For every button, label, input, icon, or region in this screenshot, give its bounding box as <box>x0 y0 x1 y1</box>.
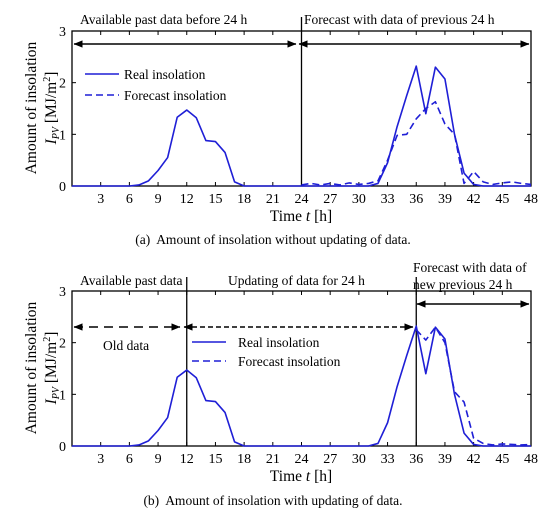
chart-a-series <box>72 65 532 187</box>
chart-b-x-tick-label: 15 <box>208 452 222 467</box>
chart-b-x-label-pre: Time <box>270 468 306 485</box>
chart-b-legend-forecast-label: Forecast insolation <box>238 354 341 369</box>
chart-a-x-tick-label: 24 <box>295 192 309 207</box>
chart-b-x-tick-label: 45 <box>495 452 509 467</box>
chart-a-x-tick-label: 45 <box>495 192 509 207</box>
chart-b-y-symbol: I <box>43 398 60 405</box>
chart-a-caption-text: Amount of insolation without updating of… <box>156 232 411 247</box>
chart-b-series <box>72 325 532 447</box>
chart-a-y-unit-pre: [MJ/m <box>43 82 60 127</box>
chart-b-x-tick-label: 48 <box>524 452 538 467</box>
chart-a-y-tick-label: 2 <box>59 77 66 92</box>
chart-a-x-tick-label: 39 <box>438 192 452 207</box>
chart-a-caption-tag: (a) <box>135 232 150 247</box>
chart-a-y-unit-post: ] <box>43 72 60 77</box>
chart-b-x-tick-label: 21 <box>266 452 280 467</box>
chart-a-legend: Real insolation Forecast insolation <box>85 67 227 103</box>
chart-b-x-label-post: [h] <box>310 468 332 485</box>
chart-a-y-tick-label: 3 <box>59 25 66 40</box>
chart-b-x-tick-label: 42 <box>467 452 481 467</box>
chart-b-y-tick-label: 1 <box>59 388 66 403</box>
chart-b-annotation-right-line1: Forecast with data of <box>413 260 527 275</box>
chart-a-annotation-left: Available past data before 24 h <box>80 12 248 27</box>
chart-a-x-tick-label: 12 <box>180 192 194 207</box>
chart-b-caption-text: Amount of insolation with updating of da… <box>165 493 402 508</box>
chart-b-x-tick-label: 27 <box>323 452 337 467</box>
chart-b-y-axis: 0 1 2 3 <box>59 285 531 455</box>
chart-a-x-tick-label: 6 <box>126 192 133 207</box>
chart-b-x-tick-label: 30 <box>352 452 366 467</box>
chart-b-x-tick-label: 9 <box>155 452 162 467</box>
chart-a-legend-forecast-label: Forecast insolation <box>124 88 227 103</box>
chart-a-x-tick-label: 36 <box>409 192 423 207</box>
chart-b-y-tick-label: 0 <box>59 440 66 455</box>
chart-b-x-tick-label: 18 <box>237 452 251 467</box>
chart-a-y-label-text: Amount of insolation <box>23 41 40 174</box>
chart-b-x-tick-label: 39 <box>438 452 452 467</box>
chart-a-series-real <box>72 65 531 187</box>
chart-a-annotation-right: Forecast with data of previous 24 h <box>304 12 495 27</box>
chart-a-x-tick-label: 27 <box>323 192 337 207</box>
chart-b-legend-real-label: Real insolation <box>238 335 320 350</box>
chart-b-y-tick-label: 3 <box>59 285 66 300</box>
chart-a-y-unit-text: IPV [MJ/m2] <box>42 72 62 146</box>
chart-b-x-tick-label: 33 <box>381 452 395 467</box>
chart-b-y-label-text: Amount of insolation <box>23 301 40 434</box>
chart-a-x-tick-label: 33 <box>381 192 395 207</box>
chart-a-series-forecast <box>301 100 532 186</box>
chart-a-x-tick-label: 9 <box>155 192 162 207</box>
chart-a-y-unit: IPV [MJ/m2] <box>42 72 62 146</box>
chart-a-x-label-var: t <box>306 208 311 225</box>
chart-b-y-subscript: PV <box>51 385 62 400</box>
chart-b-series-forecast <box>415 326 532 446</box>
chart-b-annotation-right-line2: new previous 24 h <box>413 277 513 292</box>
chart-a-y-subscript: PV <box>51 125 62 140</box>
chart-a-x-tick-label: 48 <box>524 192 538 207</box>
chart-b-x-label: Time t [h] <box>270 468 332 485</box>
chart-a-y-label: Amount of insolation <box>23 41 40 174</box>
chart-b-y-unit-pre: [MJ/m <box>43 342 60 387</box>
chart-a-caption: (a) Amount of insolation without updating… <box>135 232 411 247</box>
chart-b-y-tick-label: 2 <box>59 337 66 352</box>
chart-a-y-unit-sup: 2 <box>42 77 53 82</box>
chart-b-x-label-var: t <box>306 468 311 485</box>
chart-b-x-tick-label: 36 <box>409 452 423 467</box>
chart-b-annotation-left: Available past data <box>80 273 182 288</box>
chart-b-annotation-old-data: Old data <box>103 338 149 353</box>
chart-b-annotation-middle: Updating of data for 24 h <box>228 273 365 288</box>
chart-a-x-tick-label: 18 <box>237 192 251 207</box>
chart-a-x-tick-label: 3 <box>97 192 104 207</box>
chart-a-y-axis: 0 1 2 3 <box>59 25 531 195</box>
chart-a-y-tick-label: 1 <box>59 128 66 143</box>
chart-b-y-label: Amount of insolation <box>23 301 40 434</box>
chart-a-x-label-pre: Time <box>270 208 306 225</box>
chart-a-y-symbol: I <box>43 138 60 145</box>
chart-a-x-axis: 3 6 9 12 15 18 21 24 27 30 33 36 39 42 45 48 <box>97 31 538 207</box>
chart-a-x-tick-label: 21 <box>266 192 280 207</box>
chart-a-legend-real-label: Real insolation <box>124 67 206 82</box>
chart-b-x-tick-label: 24 <box>295 452 309 467</box>
chart-b-series-real <box>72 325 531 447</box>
chart-b-y-unit-text: IPV [MJ/m2] <box>42 332 62 406</box>
chart-a-x-tick-label: 15 <box>208 192 222 207</box>
chart-b-y-unit-sup: 2 <box>42 337 53 342</box>
chart-b-legend: Real insolation Forecast insolation <box>192 335 341 369</box>
chart-b-dividers <box>186 277 417 446</box>
chart-a-x-tick-label: 42 <box>467 192 481 207</box>
chart-b-y-unit-post: ] <box>43 332 60 337</box>
chart-a-x-label-post: [h] <box>310 208 332 225</box>
chart-b-x-tick-label: 6 <box>126 452 133 467</box>
chart-a-x-label: Time t [h] <box>270 208 332 225</box>
chart-b-x-tick-label: 3 <box>97 452 104 467</box>
chart-b-caption-tag: (b) <box>143 493 159 508</box>
chart-b-caption: (b) Amount of insolation with updating of… <box>143 493 402 508</box>
chart-a-x-tick-label: 30 <box>352 192 366 207</box>
chart-b-x-tick-label: 12 <box>180 452 194 467</box>
chart-a-y-tick-label: 0 <box>59 180 66 195</box>
chart-b-y-unit: IPV [MJ/m2] <box>42 332 62 406</box>
chart-b-x-axis: 3 6 9 12 15 18 21 24 27 30 33 36 39 42 45 48 <box>97 291 538 467</box>
